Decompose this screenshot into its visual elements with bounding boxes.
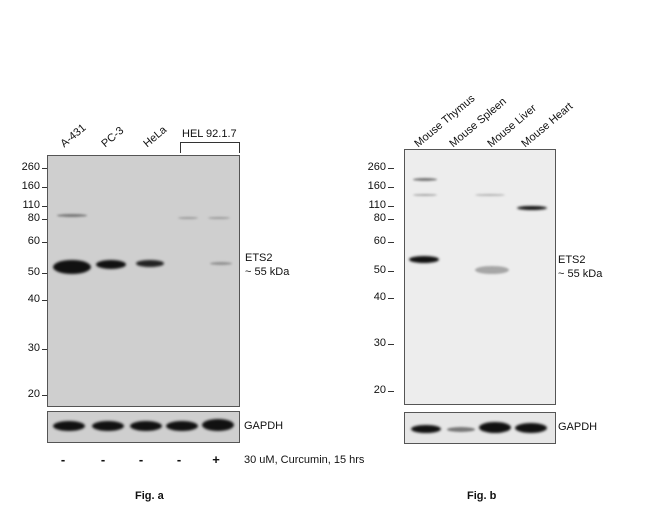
- mw-b-80: 80: [373, 212, 386, 224]
- blot-a-main: [47, 155, 240, 407]
- treatment-lane-4: -: [176, 452, 182, 467]
- group-label-hel: HEL 92.1.7: [182, 128, 237, 140]
- treatment-lane-2: -: [100, 452, 106, 467]
- mw-b-160: 160: [367, 180, 386, 192]
- mw-80: 80: [27, 212, 40, 224]
- mw-b-40: 40: [373, 291, 386, 303]
- figure-caption-a: Fig. a: [135, 490, 164, 502]
- mw-110: 110: [22, 199, 40, 211]
- target-size-b: ~ 55 kDa: [558, 268, 603, 280]
- gapdh-label-a: GAPDH: [244, 420, 284, 432]
- mw-b-20: 20: [373, 384, 386, 396]
- lane-label-hela: HeLa: [141, 123, 170, 150]
- lane-label-mouse-thymus: Mouse Thymus: [412, 92, 478, 150]
- mw-30: 30: [27, 342, 40, 354]
- treatment-lane-1: -: [60, 452, 66, 467]
- mw-b-50: 50: [373, 264, 386, 276]
- target-label-a: ETS2: [245, 252, 273, 264]
- blot-b-gapdh: [404, 412, 556, 444]
- figure-caption-b: Fig. b: [467, 490, 497, 502]
- lane-label-pc3: PC-3: [99, 124, 127, 150]
- mw-160: 160: [21, 180, 40, 192]
- treatment-lane-3: -: [138, 452, 144, 467]
- target-size-a: ~ 55 kDa: [245, 266, 290, 278]
- mw-b-110: 110: [368, 199, 386, 211]
- blot-b-main: [404, 149, 556, 405]
- mw-b-260: 260: [367, 161, 386, 173]
- mw-60: 60: [27, 235, 40, 247]
- blot-a-gapdh: [47, 411, 240, 443]
- mw-b-60: 60: [373, 235, 386, 247]
- mw-b-30: 30: [373, 337, 386, 349]
- mw-40: 40: [27, 293, 40, 305]
- gapdh-label-b: GAPDH: [558, 421, 598, 433]
- mw-20: 20: [27, 388, 40, 400]
- treatment-lane-5: +: [212, 452, 220, 467]
- group-bracket: [180, 142, 240, 153]
- mw-260: 260: [21, 161, 40, 173]
- lane-label-a431: A-431: [58, 121, 89, 150]
- target-label-b: ETS2: [558, 254, 586, 266]
- mw-50: 50: [27, 266, 40, 278]
- treatment-label: 30 uM, Curcumin, 15 hrs: [244, 454, 365, 466]
